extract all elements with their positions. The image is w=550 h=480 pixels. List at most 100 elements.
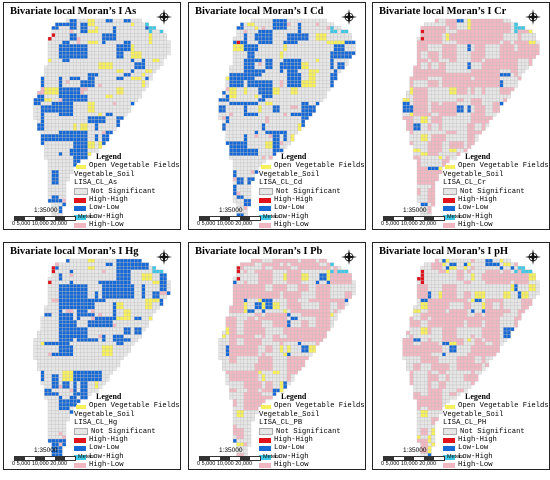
grid-cell: [276, 273, 280, 278]
grid-cell: [294, 62, 298, 66]
grid-cell: [101, 36, 106, 41]
grid-cell: [76, 273, 81, 278]
grid-cell: [83, 18, 88, 23]
grid-cell: [279, 69, 284, 74]
grid-cell: [80, 76, 85, 81]
grid-cell: [261, 116, 266, 120]
grid-cell: [488, 47, 493, 52]
grid-cell: [337, 40, 342, 45]
grid-cell: [308, 298, 313, 303]
grid-cell: [58, 184, 63, 189]
grid-cell: [58, 209, 63, 214]
grid-cell: [109, 327, 113, 332]
grid-cell: [130, 341, 135, 346]
grid-cell: [514, 33, 518, 38]
grid-cell: [333, 276, 338, 281]
grid-cell: [340, 51, 345, 56]
grid-cell: [51, 298, 56, 303]
grid-cell: [337, 294, 342, 299]
grid-cell: [94, 22, 99, 27]
grid-cell: [159, 54, 164, 59]
grid-cell: [286, 29, 291, 34]
grid-cell: [148, 26, 153, 30]
grid-cell: [438, 101, 443, 106]
grid-cell: [225, 108, 230, 113]
grid-cell: [37, 334, 41, 339]
grid-cell: [55, 388, 59, 393]
grid-cell: [485, 33, 490, 38]
grid-cell: [276, 269, 280, 274]
grid-cell: [232, 298, 237, 303]
grid-cell: [91, 22, 95, 27]
grid-cell: [148, 76, 153, 81]
grid-cell: [109, 356, 113, 360]
grid-cell: [76, 134, 81, 138]
grid-cell: [47, 69, 52, 74]
grid-cell: [105, 363, 110, 368]
grid-cell: [240, 126, 244, 131]
grid-cell: [467, 87, 472, 92]
grid-cell: [250, 173, 255, 178]
grid-cell: [304, 108, 309, 113]
grid-cell: [141, 262, 146, 267]
grid-cell: [286, 22, 291, 27]
grid-cell: [98, 58, 103, 63]
legend-item: High-Low: [443, 221, 549, 229]
grid-cell: [265, 130, 270, 135]
grid-cell: [319, 266, 324, 270]
grid-cell: [449, 123, 454, 128]
grid-cell: [236, 51, 241, 56]
grid-cell: [109, 58, 113, 63]
grid-cell: [44, 123, 49, 128]
grid-cell: [304, 40, 309, 45]
grid-cell: [98, 345, 103, 350]
legend-layer-name: Vegetable_Soil: [74, 170, 135, 179]
grid-cell: [456, 108, 461, 113]
grid-cell: [65, 29, 70, 34]
grid-cell: [279, 98, 284, 102]
grid-cell: [319, 287, 324, 292]
grid-cell: [290, 54, 295, 59]
grid-cell: [452, 141, 457, 146]
grid-cell: [294, 266, 298, 270]
grid-cell: [517, 47, 522, 52]
grid-cell: [112, 291, 117, 296]
grid-cell: [304, 69, 309, 74]
grid-cell: [134, 98, 139, 102]
grid-cell: [416, 173, 421, 178]
grid-cell: [297, 83, 302, 88]
grid-cell: [460, 144, 464, 149]
grid-cell: [91, 334, 95, 339]
grid-cell: [141, 26, 146, 30]
grid-cell: [467, 83, 472, 88]
grid-cell: [452, 144, 457, 149]
grid-cell: [101, 137, 106, 142]
grid-cell: [279, 134, 284, 138]
grid-cell: [485, 90, 490, 95]
grid-cell: [47, 116, 52, 120]
grid-cell: [51, 173, 56, 178]
grid-cell: [470, 108, 475, 113]
grid-cell: [344, 58, 349, 63]
grid-cell: [40, 76, 45, 81]
grid-cell: [424, 72, 428, 77]
grid-cell: [416, 126, 421, 131]
grid-cell: [40, 83, 45, 88]
grid-cell: [76, 352, 81, 357]
grid-cell: [247, 123, 252, 128]
grid-cell: [123, 87, 128, 92]
grid-cell: [240, 98, 244, 102]
grid-cell: [55, 266, 59, 270]
grid-cell: [40, 94, 45, 99]
grid-cell: [308, 40, 313, 45]
grid-cell: [55, 291, 59, 296]
grid-cell: [330, 58, 334, 63]
grid-cell: [268, 54, 273, 59]
grid-cell: [47, 352, 52, 357]
grid-cell: [76, 36, 81, 41]
grid-cell: [297, 51, 302, 56]
grid-cell: [47, 305, 52, 310]
grid-cell: [98, 112, 103, 117]
grid-cell: [279, 83, 284, 88]
grid-cell: [326, 47, 331, 52]
